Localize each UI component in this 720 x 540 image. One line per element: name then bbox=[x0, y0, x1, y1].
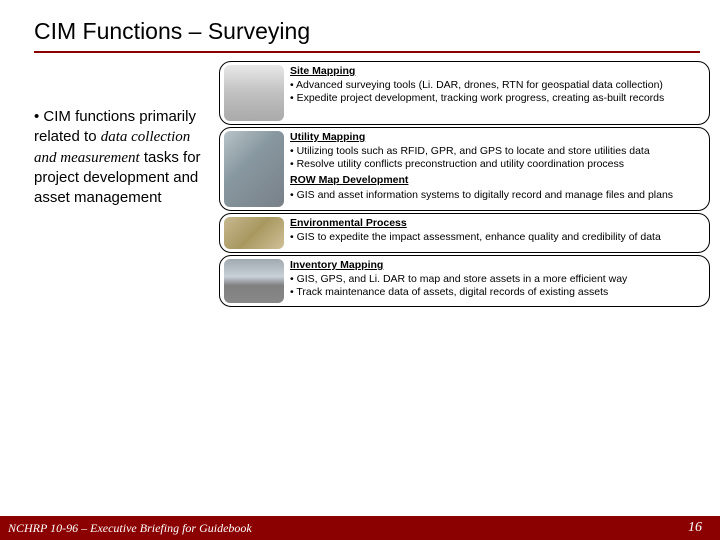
card-body: Site MappingAdvanced surveying tools (Li… bbox=[290, 65, 703, 105]
footer-text: NCHRP 10-96 – Executive Briefing for Gui… bbox=[8, 521, 252, 536]
info-card: Site MappingAdvanced surveying tools (Li… bbox=[219, 61, 710, 125]
card-bullets: GIS, GPS, and Li. DAR to map and store a… bbox=[290, 273, 703, 299]
card-thumbnail bbox=[224, 65, 284, 121]
card-bullet: Advanced surveying tools (Li. DAR, drone… bbox=[290, 79, 703, 92]
info-card: Inventory MappingGIS, GPS, and Li. DAR t… bbox=[219, 255, 710, 307]
info-card: Environmental ProcessGIS to expedite the… bbox=[219, 213, 710, 253]
right-column: Site MappingAdvanced surveying tools (Li… bbox=[219, 61, 710, 307]
card-bullet: GIS, GPS, and Li. DAR to map and store a… bbox=[290, 273, 703, 286]
card-body: Environmental ProcessGIS to expedite the… bbox=[290, 217, 703, 244]
card-bullet: Resolve utility conflicts preconstructio… bbox=[290, 158, 703, 171]
card-bullets: GIS to expedite the impact assessment, e… bbox=[290, 231, 703, 244]
left-bullet: • CIM functions primarily related to dat… bbox=[34, 107, 211, 208]
page-number: 16 bbox=[688, 520, 702, 536]
card-bullet: Track maintenance data of assets, digita… bbox=[290, 286, 703, 299]
card-bullets: Advanced surveying tools (Li. DAR, drone… bbox=[290, 79, 703, 105]
main-content: • CIM functions primarily related to dat… bbox=[0, 53, 720, 307]
card-bullet: Expedite project development, tracking w… bbox=[290, 92, 703, 105]
card-title: Site Mapping bbox=[290, 65, 703, 78]
card-thumbnail bbox=[224, 259, 284, 303]
card-body: Inventory MappingGIS, GPS, and Li. DAR t… bbox=[290, 259, 703, 299]
card-title: Utility Mapping bbox=[290, 131, 703, 144]
card-bullet: GIS and asset information systems to dig… bbox=[290, 189, 703, 202]
info-card: Utility MappingUtilizing tools such as R… bbox=[219, 127, 710, 211]
left-column: • CIM functions primarily related to dat… bbox=[34, 61, 219, 307]
footer-bar: NCHRP 10-96 – Executive Briefing for Gui… bbox=[0, 516, 720, 540]
card-bullet: GIS to expedite the impact assessment, e… bbox=[290, 231, 703, 244]
card-thumbnail bbox=[224, 131, 284, 207]
card-title: Environmental Process bbox=[290, 217, 703, 230]
card-body: Utility MappingUtilizing tools such as R… bbox=[290, 131, 703, 202]
card-sub-bullets: GIS and asset information systems to dig… bbox=[290, 189, 703, 202]
card-bullets: Utilizing tools such as RFID, GPR, and G… bbox=[290, 145, 703, 171]
card-subtitle: ROW Map Development bbox=[290, 174, 703, 187]
slide-title: CIM Functions – Surveying bbox=[0, 0, 720, 49]
card-thumbnail bbox=[224, 217, 284, 249]
card-bullet: Utilizing tools such as RFID, GPR, and G… bbox=[290, 145, 703, 158]
card-title: Inventory Mapping bbox=[290, 259, 703, 272]
